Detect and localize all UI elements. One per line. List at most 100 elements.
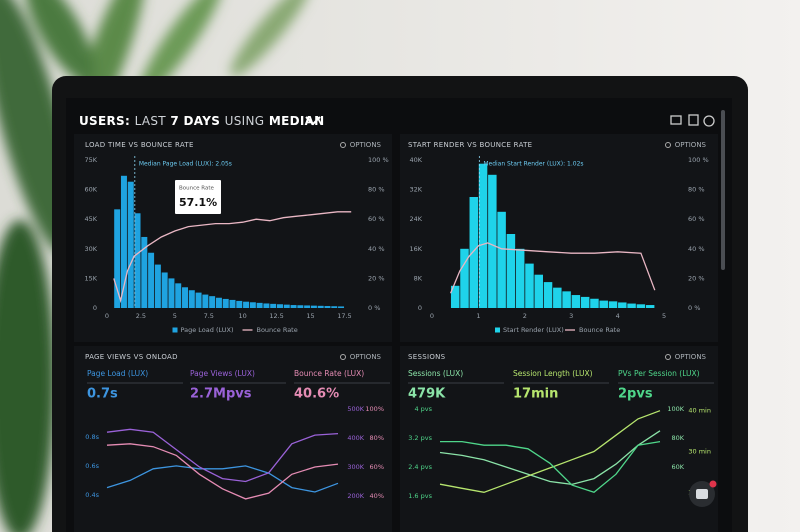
tooltip-label: Bounce Rate [179, 186, 214, 192]
histogram-bar [599, 300, 608, 308]
y3-tick-label: 40 min [688, 407, 711, 415]
y-tick-label: 0 [93, 304, 97, 312]
metric-value: 2.7Mpvs [190, 387, 252, 402]
histogram-bar [506, 234, 516, 308]
metric-value: 2pvs [618, 387, 653, 402]
y2-tick-label: 100 % [688, 156, 709, 164]
y2-tick-label: 60 % [688, 215, 705, 223]
panel-title: SESSIONS [408, 353, 446, 361]
histogram-bar [525, 263, 534, 308]
histogram-bar [215, 297, 222, 308]
legend-swatch [172, 327, 178, 333]
y3-tick-label: 100% [365, 405, 384, 413]
dashboard-title[interactable]: USERS: LAST 7 DAYS USING MEDIAN [79, 114, 325, 128]
y3-tick-label: 30 min [688, 448, 711, 456]
x-tick-label: 3 [569, 312, 573, 320]
options-button[interactable]: OPTIONS [350, 353, 382, 361]
x-tick-label: 0 [430, 312, 434, 320]
histogram-bar [270, 303, 277, 308]
histogram-bar [304, 305, 311, 308]
histogram-bar [256, 302, 263, 308]
histogram-bar [209, 296, 216, 308]
panel [400, 346, 718, 532]
histogram-bar [497, 211, 506, 308]
y2-tick-label: 0 % [368, 304, 380, 312]
tooltip-box [175, 180, 221, 214]
help-icon[interactable] [703, 115, 715, 127]
x-tick-label: 2.5 [136, 312, 146, 320]
histogram-bar [534, 274, 543, 308]
median-label: Median Page Load (LUX): 2.05s [139, 161, 232, 168]
histogram-bar [450, 285, 460, 308]
y2-tick-label: 500K [347, 405, 364, 413]
title-part: LAST [135, 114, 167, 128]
x-tick-label: 5 [173, 312, 177, 320]
histogram-bar [161, 272, 168, 308]
panel-title: PAGE VIEWS VS ONLOAD [85, 353, 178, 361]
panel-title: LOAD TIME VS BOUNCE RATE [85, 141, 194, 149]
histogram-bar [297, 305, 304, 308]
histogram-bar [168, 278, 175, 308]
y2-tick-label: 20 % [688, 274, 705, 282]
options-button[interactable]: OPTIONS [675, 141, 707, 149]
y-tick-label: 60K [84, 186, 97, 194]
options-icon [665, 354, 671, 360]
options-button[interactable]: OPTIONS [350, 141, 382, 149]
title-part: USERS: [79, 114, 130, 128]
legend-label: Bounce Rate [257, 326, 298, 334]
y-tick-label: 24K [409, 215, 422, 223]
y-tick-label: 0.6s [85, 462, 99, 470]
y2-tick-label: 20 % [368, 274, 385, 282]
y2-tick-label: 60K [671, 463, 684, 471]
legend-swatch [495, 327, 500, 333]
options-button[interactable]: OPTIONS [675, 353, 707, 361]
y2-tick-label: 200K [347, 492, 364, 500]
y2-tick-label: 100 % [368, 156, 389, 164]
histogram-bar [608, 301, 618, 308]
histogram-bar [114, 209, 121, 308]
series-line [439, 410, 661, 493]
y-tick-label: 0 [418, 304, 422, 312]
y3-tick-label: 60% [370, 463, 384, 471]
histogram-bar [249, 302, 256, 308]
x-tick-label: 15 [306, 312, 314, 320]
metric-value: 0.7s [87, 387, 118, 402]
metric-label: PVs Per Session (LUX) [618, 369, 700, 378]
histogram-bar [469, 197, 479, 308]
histogram-bar [562, 291, 571, 308]
y-tick-label: 30K [84, 245, 97, 253]
y2-tick-label: 80 % [368, 186, 385, 194]
histogram-bar [553, 287, 562, 308]
histogram-bar [460, 248, 469, 308]
title-part: MEDIAN [269, 114, 325, 128]
series-line [440, 440, 661, 494]
y-tick-label: 3.2 pvs [408, 434, 432, 442]
y-tick-label: 4 pvs [414, 405, 432, 413]
series-line [106, 465, 339, 493]
histogram-bar [331, 306, 338, 308]
histogram-bar [222, 298, 229, 308]
histogram-bar [515, 248, 525, 308]
y2-tick-label: 60 % [368, 215, 385, 223]
metric-value: 17min [513, 387, 558, 402]
legend-label: Start Render (LUX) [503, 326, 564, 334]
y-tick-label: 1.6 pvs [408, 492, 432, 500]
histogram-bar [488, 174, 497, 308]
histogram-bar [543, 282, 553, 308]
y-tick-label: 0.4s [85, 491, 99, 499]
x-tick-label: 17.5 [337, 312, 351, 320]
monitor-icon[interactable] [670, 115, 682, 125]
legend-label: Bounce Rate [579, 326, 620, 334]
series-line [106, 443, 339, 500]
y2-tick-label: 300K [347, 463, 364, 471]
image-icon[interactable] [688, 114, 699, 126]
median-label: Median Start Render (LUX): 1.02s [483, 161, 583, 168]
options-icon [340, 142, 346, 148]
x-tick-label: 1 [476, 312, 480, 320]
dropdown-arrow[interactable] [305, 116, 321, 126]
chat-icon [696, 489, 708, 499]
metric-label: Page Views (LUX) [190, 369, 255, 378]
metric-label: Page Load (LUX) [87, 369, 148, 378]
title-part: USING [225, 114, 265, 128]
